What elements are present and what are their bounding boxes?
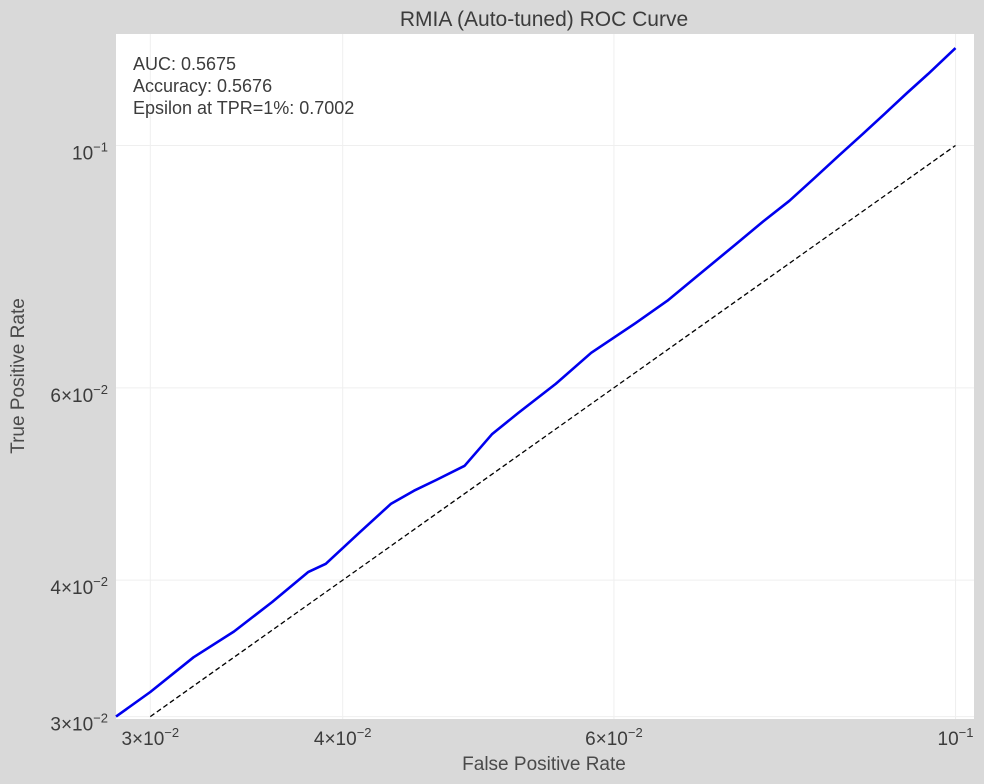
y-tick-label: 10−1 bbox=[72, 140, 108, 165]
y-tick-labels: 3×10−2 4×10−2 6×10−2 10−1 bbox=[50, 140, 108, 736]
metric-line: Epsilon at TPR=1%: 0.7002 bbox=[133, 98, 354, 118]
y-tick-label: 6×10−2 bbox=[50, 382, 108, 407]
y-tick-label: 4×10−2 bbox=[50, 574, 108, 599]
roc-curve-line bbox=[115, 47, 957, 718]
metric-line: AUC: 0.5675 bbox=[133, 54, 236, 74]
grid-lines bbox=[116, 34, 974, 719]
chart-title: RMIA (Auto-tuned) ROC Curve bbox=[400, 8, 688, 31]
x-tick-label: 6×10−2 bbox=[585, 725, 643, 750]
plot-area bbox=[116, 34, 974, 719]
y-axis-label: True Positive Rate bbox=[8, 298, 29, 454]
x-axis-label: False Positive Rate bbox=[462, 754, 626, 775]
metrics-text: AUC: 0.5675 Accuracy: 0.5676 Epsilon at TP… bbox=[133, 54, 354, 118]
random-guess-line bbox=[149, 144, 956, 718]
x-tick-labels: 3×10−2 4×10−2 6×10−2 10−1 bbox=[121, 725, 973, 750]
x-tick-label: 4×10−2 bbox=[314, 725, 372, 750]
x-tick-label: 3×10−2 bbox=[121, 725, 179, 750]
series-group bbox=[115, 47, 957, 718]
metrics-annotation: AUC: 0.5675 Accuracy: 0.5676 Epsilon at TP… bbox=[133, 54, 354, 118]
x-tick-label: 10−1 bbox=[938, 725, 974, 750]
y-tick-label: 3×10−2 bbox=[50, 711, 108, 736]
metric-line: Accuracy: 0.5676 bbox=[133, 76, 272, 96]
